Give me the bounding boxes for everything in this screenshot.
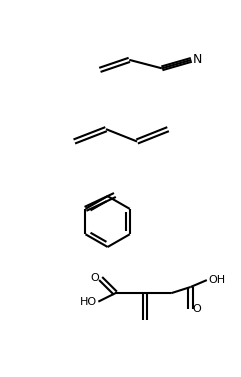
Text: O: O xyxy=(192,303,201,314)
Text: N: N xyxy=(193,54,202,66)
Text: OH: OH xyxy=(208,275,226,285)
Text: O: O xyxy=(90,273,99,283)
Text: HO: HO xyxy=(80,297,97,307)
